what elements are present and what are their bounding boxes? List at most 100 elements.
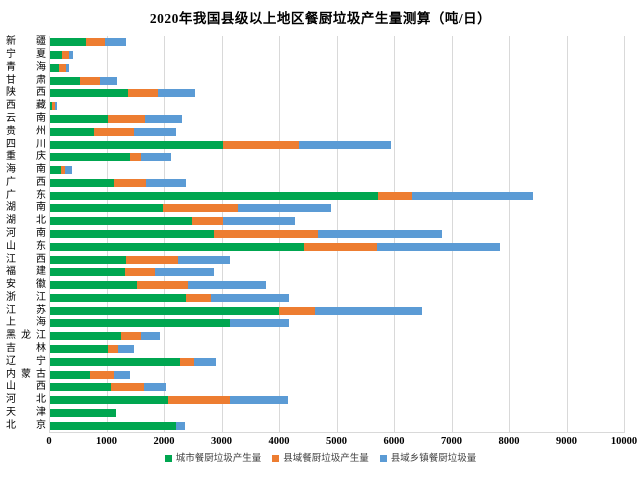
- bar-segment: [143, 383, 167, 392]
- bar-segment: [191, 217, 223, 226]
- bar-row-辽宁: [49, 355, 624, 368]
- stacked-bar: [49, 115, 182, 124]
- y-label-char: 徽: [36, 279, 46, 291]
- y-label-char: 山: [6, 381, 16, 393]
- bar-segment: [49, 89, 129, 98]
- stacked-bar: [49, 357, 217, 366]
- bar-segment: [49, 217, 192, 226]
- bar-segment: [108, 115, 146, 124]
- y-label-char: 江: [6, 253, 16, 265]
- y-axis-line: [49, 36, 50, 432]
- bar-row-黑龙江: [49, 330, 624, 343]
- y-label-char: 北: [36, 215, 46, 227]
- legend-swatch-icon: [379, 455, 387, 463]
- y-label-安徽: 安徽: [6, 279, 46, 292]
- legend-label: 县域乡镇餐厨垃圾量: [390, 453, 477, 464]
- y-label-内蒙古: 内蒙古: [6, 368, 46, 381]
- bar-segment: [155, 268, 214, 277]
- bar-segment: [279, 306, 315, 315]
- bar-segment: [238, 204, 332, 213]
- stacked-bar: [49, 89, 196, 98]
- stacked-bar: [49, 76, 117, 85]
- y-label-福建: 福建: [6, 266, 46, 279]
- y-label-char: 夏: [36, 49, 46, 61]
- bar-segment: [49, 178, 115, 187]
- y-label-char: 上: [6, 317, 16, 329]
- bar-segment: [49, 396, 169, 405]
- bar-segment: [177, 255, 230, 264]
- bar-segment: [80, 76, 101, 85]
- y-label-char: 建: [36, 266, 46, 278]
- y-label-宁夏: 宁夏: [6, 49, 46, 62]
- y-label-char: 藏: [36, 100, 46, 112]
- y-label-char: 河: [6, 394, 16, 406]
- y-label-char: 龙: [21, 330, 31, 342]
- chart-legend: 城市餐厨垃圾产生量 县域餐厨垃圾产生量 县域乡镇餐厨垃圾量: [0, 454, 641, 464]
- y-label-char: 蒙: [21, 368, 31, 380]
- bar-segment: [140, 153, 171, 162]
- bar-row-海南: [49, 164, 624, 177]
- y-label-char: 林: [36, 342, 46, 354]
- x-axis-line: [49, 432, 625, 433]
- y-label-char: 南: [36, 202, 46, 214]
- bar-segment: [107, 344, 118, 353]
- stacked-bar: [49, 332, 161, 341]
- bar-segment: [176, 421, 185, 430]
- stacked-bar: [49, 293, 290, 302]
- stacked-bar: [49, 268, 214, 277]
- bar-segment: [114, 178, 146, 187]
- bar-segment: [299, 140, 392, 149]
- y-label-char: 京: [36, 419, 46, 431]
- y-label-char: 浙: [6, 291, 16, 303]
- y-label-char: 北: [36, 394, 46, 406]
- y-label-char: 肃: [36, 74, 46, 86]
- stacked-bar: [49, 38, 127, 47]
- bar-segment: [121, 332, 141, 341]
- bar-segment: [377, 191, 412, 200]
- stacked-bar: [49, 281, 267, 290]
- y-label-char: 山: [6, 240, 16, 252]
- y-label-char: 东: [36, 189, 46, 201]
- stacked-bar: [49, 242, 501, 251]
- y-label-char: 西: [36, 87, 46, 99]
- y-label-char: 青: [6, 61, 16, 73]
- gridline-8000: [509, 36, 510, 432]
- stacked-bar: [49, 204, 332, 213]
- bar-segment: [163, 204, 239, 213]
- bar-row-宁夏: [49, 49, 624, 62]
- bar-segment: [49, 357, 180, 366]
- y-label-char: 黑: [6, 330, 16, 342]
- y-label-上海: 上海: [6, 317, 46, 330]
- bar-segment: [65, 63, 70, 72]
- bar-row-浙江: [49, 291, 624, 304]
- gridline-9000: [566, 36, 568, 432]
- bar-segment: [49, 191, 378, 200]
- bar-segment: [214, 229, 318, 238]
- bar-row-四川: [49, 138, 624, 151]
- bar-segment: [49, 255, 127, 264]
- y-label-char: 江: [6, 304, 16, 316]
- y-axis-labels: 新疆宁夏青海甘肃陕西西藏云南贵州四川重庆海南广西广东湖南湖北河南山东江西福建安徽…: [6, 36, 46, 432]
- bar-segment: [49, 153, 131, 162]
- bar-segment: [179, 357, 195, 366]
- y-label-char: 江: [36, 330, 46, 342]
- y-label-char: 北: [6, 419, 16, 431]
- bar-segment: [61, 166, 66, 175]
- bar-segment: [94, 127, 135, 136]
- bar-segment: [49, 242, 304, 251]
- gridline-10000: [624, 36, 625, 432]
- bar-segment: [52, 102, 56, 111]
- bar-segment: [211, 293, 290, 302]
- stacked-bar: [49, 421, 185, 430]
- bar-segment: [145, 115, 182, 124]
- y-label-辽宁: 辽宁: [6, 355, 46, 368]
- y-label-云南: 云南: [6, 113, 46, 126]
- bar-segment: [49, 268, 125, 277]
- stacked-bar: [49, 51, 74, 60]
- y-label-char: 新: [6, 36, 16, 48]
- bar-segment: [111, 383, 144, 392]
- y-label-char: 海: [6, 164, 16, 176]
- y-label-陕西: 陕西: [6, 87, 46, 100]
- bar-row-青海: [49, 62, 624, 75]
